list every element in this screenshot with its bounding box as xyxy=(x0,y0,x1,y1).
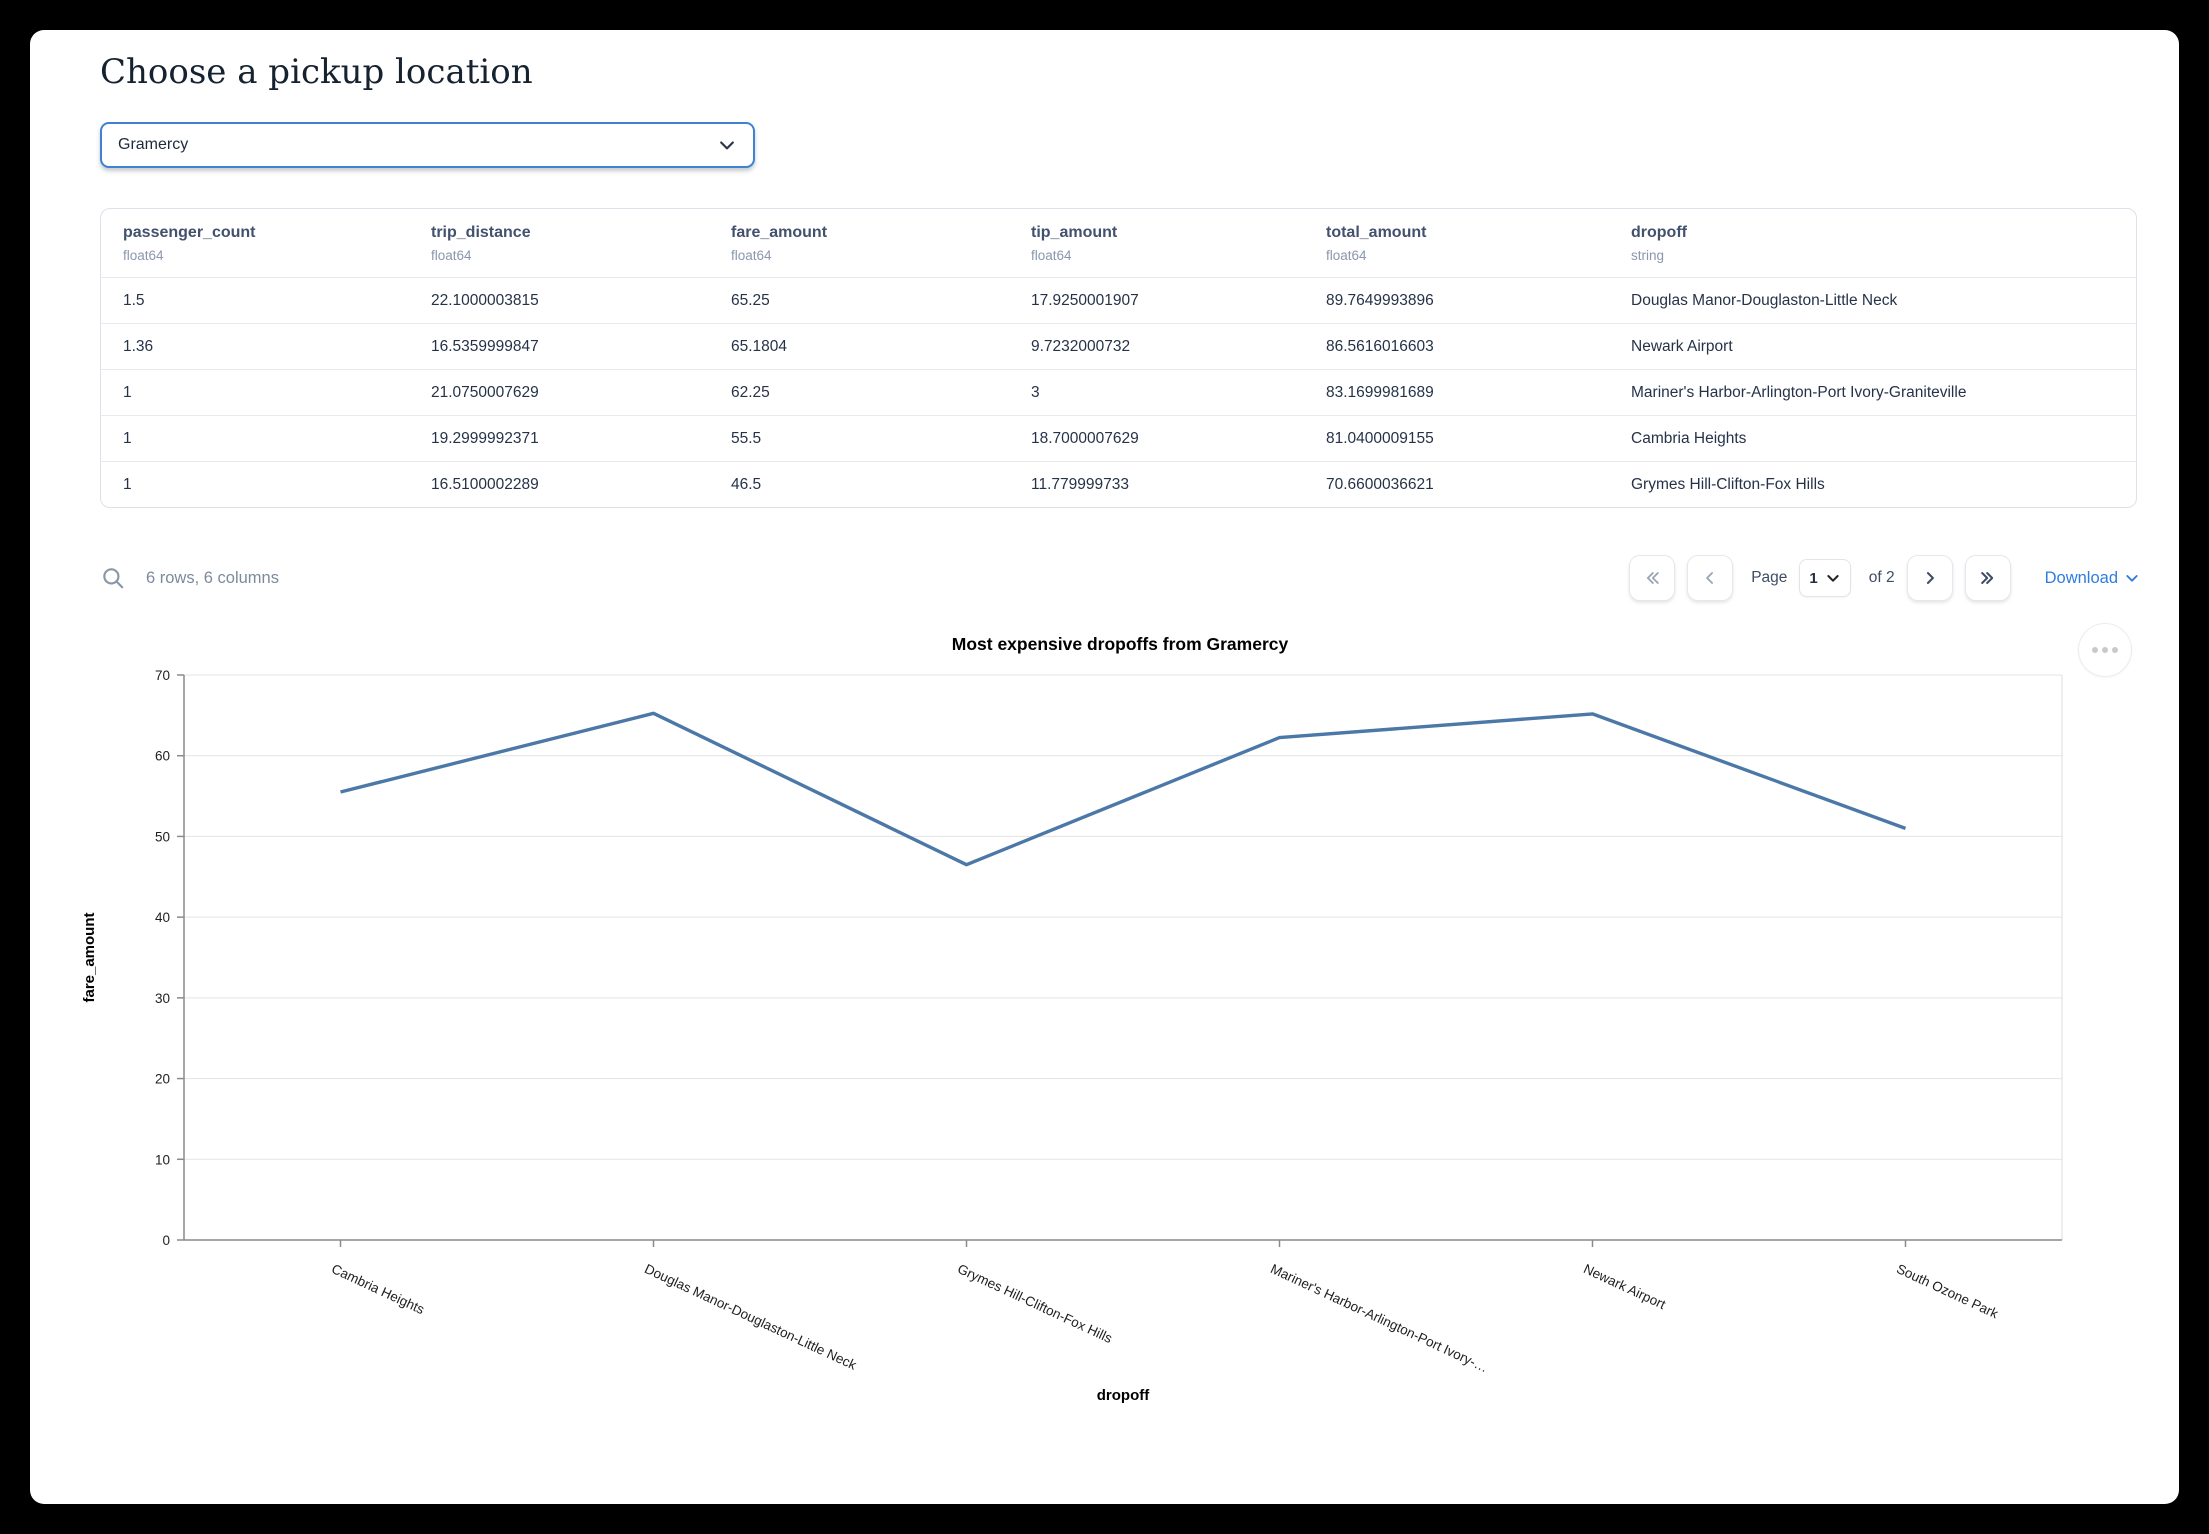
page-title: Choose a pickup location xyxy=(100,52,533,92)
table-cell: 46.5 xyxy=(731,475,762,493)
y-tick-label: 40 xyxy=(155,910,170,925)
y-tick-label: 20 xyxy=(155,1072,170,1087)
table-row[interactable]: 1.36 16.5359999847 65.1804 9.7232000732 86.5… xyxy=(101,323,2136,369)
y-tick-label: 10 xyxy=(155,1152,170,1167)
table-cell: Mariner's Harbor-Arlington-Port Ivory-Gr… xyxy=(1631,383,1967,401)
table-cell: 16.5100002289 xyxy=(431,475,539,493)
table-cell: 16.5359999847 xyxy=(431,337,539,355)
table-cell: 86.5616016603 xyxy=(1326,337,1434,355)
line-chart: 0 10 20 30 40 50 60 70 Cambria Heights Douglas Ma… xyxy=(81,668,2063,1404)
chevron-down-icon xyxy=(720,141,734,150)
table-cell: 1 xyxy=(123,475,132,493)
y-tick-label: 50 xyxy=(155,829,170,844)
x-tick-label: Douglas Manor-Douglaston-Little Neck xyxy=(642,1261,859,1373)
ellipsis-icon xyxy=(2092,647,2098,653)
y-tick-label: 30 xyxy=(155,991,170,1006)
chevrons-right-icon xyxy=(1978,568,1998,588)
table-header-row: passenger_count float64 trip_distance float… xyxy=(101,209,2136,277)
column-header-passenger_count[interactable]: passenger_count float64 xyxy=(123,224,256,263)
chart-title: Most expensive dropoffs from Gramercy xyxy=(951,634,1289,654)
table-cell: 19.2999992371 xyxy=(431,429,539,447)
next-page-button[interactable] xyxy=(1906,555,1953,601)
table-cell: 1 xyxy=(123,429,132,447)
download-button[interactable]: Download xyxy=(2045,569,2140,588)
table-cell: 21.0750007629 xyxy=(431,383,539,401)
x-tick-label: Mariner's Harbor-Arlington-Port Ivory-… xyxy=(1268,1261,1490,1375)
first-page-button[interactable] xyxy=(1629,555,1676,601)
column-header-total_amount[interactable]: total_amount float64 xyxy=(1326,224,1427,263)
table-row[interactable]: 1 16.5100002289 46.5 11.779999733 70.6600036… xyxy=(101,461,2136,507)
table-row[interactable]: 1 21.0750007629 62.25 3 83.1699981689 Mariner… xyxy=(101,369,2136,415)
app-card: Choose a pickup location Gramercy passen… xyxy=(30,30,2179,1504)
x-tick-label: Grymes Hill-Clifton-Fox Hills xyxy=(955,1261,1115,1346)
x-axis-title: dropoff xyxy=(1097,1387,1150,1404)
table-row[interactable]: 1.5 22.1000003815 65.25 17.9250001907 89.764… xyxy=(101,277,2136,323)
column-header-dropoff[interactable]: dropoff string xyxy=(1631,224,1687,263)
chevron-left-icon xyxy=(1700,568,1720,588)
table-cell: 1.5 xyxy=(123,291,145,309)
last-page-button[interactable] xyxy=(1964,555,2011,601)
page-label: Page xyxy=(1751,569,1788,586)
pickup-location-select[interactable]: Gramercy xyxy=(100,122,755,168)
table-cell: 17.9250001907 xyxy=(1031,291,1139,309)
search-icon[interactable] xyxy=(100,565,126,591)
chart-actions-button[interactable] xyxy=(2078,623,2132,677)
x-tick-label: Newark Airport xyxy=(1581,1261,1668,1312)
column-header-fare_amount[interactable]: fare_amount float64 xyxy=(731,224,828,263)
table-cell: 81.0400009155 xyxy=(1326,429,1434,447)
y-tick-label: 0 xyxy=(162,1233,170,1248)
table-body: 1.5 22.1000003815 65.25 17.9250001907 89.764… xyxy=(101,277,2136,507)
table-cell: 1.36 xyxy=(123,337,154,355)
x-tick-label: Cambria Heights xyxy=(329,1261,427,1317)
y-tick-label: 70 xyxy=(155,668,170,683)
table-cell: Douglas Manor-Douglaston-Little Neck xyxy=(1631,291,1898,309)
table-footer: 6 rows, 6 columns Page 1 of 2 xyxy=(100,548,2140,608)
prev-page-button[interactable] xyxy=(1687,555,1734,601)
download-label: Download xyxy=(2044,568,2118,587)
table-cell: Grymes Hill-Clifton-Fox Hills xyxy=(1631,475,1825,493)
column-header-trip_distance[interactable]: trip_distance float64 xyxy=(431,224,531,263)
table-cell: Newark Airport xyxy=(1631,337,1733,355)
table-cell: 65.1804 xyxy=(731,337,788,355)
pickup-location-value: Gramercy xyxy=(118,136,189,153)
table-cell: 3 xyxy=(1031,383,1040,401)
table-cell: 18.7000007629 xyxy=(1031,429,1139,447)
table-cell: 11.779999733 xyxy=(1031,475,1129,493)
chevron-right-icon xyxy=(1920,568,1940,588)
table-row[interactable]: 1 19.2999992371 55.5 18.7000007629 81.040000… xyxy=(101,415,2136,461)
chevrons-left-icon xyxy=(1642,568,1662,588)
page-of-label: of 2 xyxy=(1868,569,1895,586)
table-cell: 70.6600036621 xyxy=(1326,475,1434,493)
chevron-down-icon xyxy=(1827,575,1839,582)
chart-line xyxy=(340,711,1907,867)
table-cell: 89.7649993896 xyxy=(1326,291,1434,309)
page-number-value: 1 xyxy=(1809,569,1818,587)
table-cell: 1 xyxy=(123,383,132,401)
column-header-tip_amount[interactable]: tip_amount float64 xyxy=(1031,224,1118,263)
table-cell: 65.25 xyxy=(731,291,770,309)
table-cell: 55.5 xyxy=(731,429,762,447)
x-tick-label: South Ozone Park xyxy=(1894,1261,2001,1321)
table-cell: 62.25 xyxy=(731,383,770,401)
y-tick-label: 60 xyxy=(155,749,170,764)
table-cell: Cambria Heights xyxy=(1631,429,1747,447)
page-number-select[interactable]: 1 xyxy=(1799,559,1851,597)
y-axis-title: fare_amount xyxy=(81,912,98,1002)
table-cell: 22.1000003815 xyxy=(431,291,539,309)
table-cell: 83.1699981689 xyxy=(1326,383,1434,401)
chevron-down-icon xyxy=(2126,575,2138,582)
table-cell: 9.7232000732 xyxy=(1031,337,1131,355)
table-summary: 6 rows, 6 columns xyxy=(146,568,279,587)
data-table: passenger_count float64 trip_distance float… xyxy=(100,208,2137,508)
